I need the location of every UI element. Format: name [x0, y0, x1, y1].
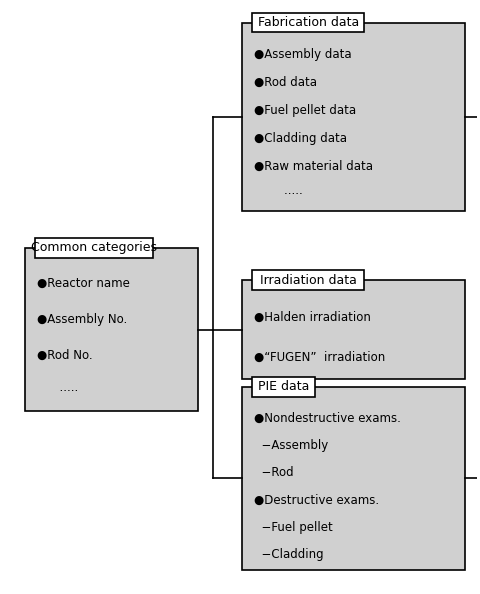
- Text: Irradiation data: Irradiation data: [260, 274, 357, 287]
- Bar: [252, 270, 364, 290]
- Text: ●Rod data: ●Rod data: [254, 76, 317, 89]
- Text: ●Fuel pellet data: ●Fuel pellet data: [254, 104, 357, 117]
- Text: ●Assembly data: ●Assembly data: [254, 48, 352, 61]
- Text: Fabrication data: Fabrication data: [258, 16, 359, 29]
- Text: −Assembly: −Assembly: [254, 439, 329, 452]
- Text: ·····: ·····: [37, 385, 78, 398]
- Text: ●“FUGEN”  irradiation: ●“FUGEN” irradiation: [254, 351, 385, 364]
- Text: ●Assembly No.: ●Assembly No.: [37, 313, 127, 326]
- Text: ·····: ·····: [254, 188, 303, 201]
- Text: −Fuel pellet: −Fuel pellet: [254, 520, 333, 533]
- Text: ●Rod No.: ●Rod No.: [37, 349, 93, 362]
- Bar: [242, 23, 465, 211]
- Text: −Cladding: −Cladding: [254, 548, 324, 561]
- Bar: [252, 377, 315, 397]
- Bar: [242, 280, 465, 379]
- Text: ●Reactor name: ●Reactor name: [37, 277, 130, 290]
- Text: ●Nondestructive exams.: ●Nondestructive exams.: [254, 412, 401, 425]
- Bar: [252, 12, 364, 33]
- Text: ●Cladding data: ●Cladding data: [254, 132, 348, 145]
- Text: ●Halden irradiation: ●Halden irradiation: [254, 311, 371, 324]
- Text: Common categories: Common categories: [31, 242, 157, 254]
- Bar: [25, 248, 198, 412]
- Text: ●Destructive exams.: ●Destructive exams.: [254, 494, 380, 506]
- Text: −Rod: −Rod: [254, 466, 294, 479]
- Text: PIE data: PIE data: [258, 380, 310, 393]
- Text: ●Raw material data: ●Raw material data: [254, 160, 373, 173]
- Bar: [35, 238, 153, 258]
- Bar: [242, 387, 465, 570]
